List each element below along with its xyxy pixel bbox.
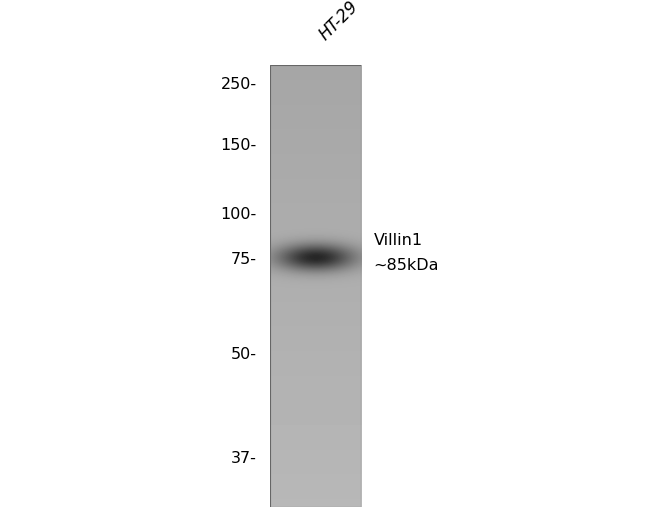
Text: 50-: 50- <box>231 347 257 362</box>
Text: 250-: 250- <box>220 77 257 92</box>
Text: ~85kDa: ~85kDa <box>374 258 439 272</box>
Text: Villin1: Villin1 <box>374 233 423 248</box>
Text: 100-: 100- <box>220 207 257 222</box>
Text: 150-: 150- <box>220 138 257 153</box>
Text: HT-29: HT-29 <box>315 0 361 44</box>
Text: 75-: 75- <box>231 253 257 267</box>
Text: 37-: 37- <box>231 451 257 466</box>
